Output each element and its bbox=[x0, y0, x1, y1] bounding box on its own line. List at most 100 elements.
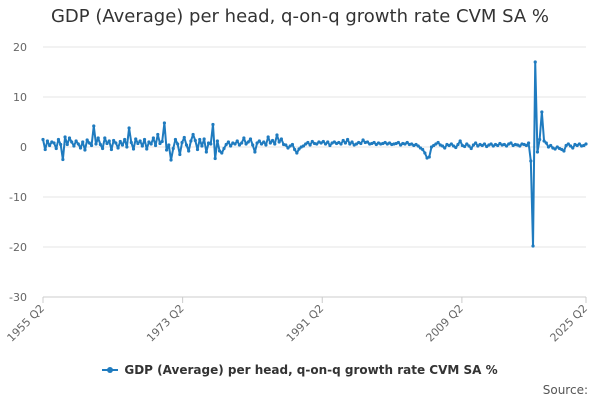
data-point[interactable] bbox=[101, 146, 105, 151]
legend[interactable]: GDP (Average) per head, q-on-q growth ra… bbox=[0, 363, 600, 377]
data-point[interactable] bbox=[89, 143, 94, 148]
data-point[interactable] bbox=[112, 138, 116, 143]
data-point[interactable] bbox=[262, 140, 266, 144]
data-point[interactable] bbox=[59, 142, 63, 147]
data-point[interactable] bbox=[533, 60, 537, 64]
data-point[interactable] bbox=[290, 142, 295, 147]
data-point[interactable] bbox=[237, 143, 242, 147]
data-point[interactable] bbox=[182, 135, 186, 140]
data-point[interactable] bbox=[136, 141, 140, 146]
data-point[interactable] bbox=[123, 137, 127, 142]
data-point[interactable] bbox=[98, 142, 102, 147]
data-point[interactable] bbox=[350, 140, 354, 144]
data-point[interactable] bbox=[361, 138, 365, 142]
data-point[interactable] bbox=[341, 138, 345, 143]
data-point[interactable] bbox=[436, 140, 440, 145]
data-point[interactable] bbox=[308, 143, 312, 147]
data-point[interactable] bbox=[321, 139, 325, 144]
data-point[interactable] bbox=[109, 147, 114, 152]
data-point[interactable] bbox=[257, 139, 261, 143]
data-point[interactable] bbox=[76, 142, 80, 146]
data-point[interactable] bbox=[275, 133, 279, 137]
data-point[interactable] bbox=[248, 137, 253, 141]
data-point[interactable] bbox=[469, 146, 473, 151]
data-point[interactable] bbox=[295, 151, 299, 155]
data-point[interactable] bbox=[268, 141, 272, 145]
data-point[interactable] bbox=[187, 149, 191, 153]
data-point[interactable] bbox=[553, 147, 557, 151]
data-point[interactable] bbox=[215, 139, 219, 143]
data-point[interactable] bbox=[165, 148, 169, 152]
data-point[interactable] bbox=[217, 149, 222, 153]
data-point[interactable] bbox=[421, 147, 425, 152]
data-point[interactable] bbox=[273, 142, 277, 146]
data-point[interactable] bbox=[193, 138, 197, 143]
data-point[interactable] bbox=[571, 146, 575, 150]
data-point[interactable] bbox=[125, 145, 129, 149]
data-point[interactable] bbox=[67, 136, 72, 140]
data-point[interactable] bbox=[255, 141, 259, 145]
data-point[interactable] bbox=[198, 137, 202, 142]
data-point[interactable] bbox=[359, 141, 363, 146]
data-point[interactable] bbox=[156, 132, 160, 137]
data-point[interactable] bbox=[149, 142, 153, 146]
data-point[interactable] bbox=[61, 157, 65, 162]
data-point[interactable] bbox=[171, 146, 175, 151]
data-point[interactable] bbox=[83, 148, 87, 152]
data-point[interactable] bbox=[129, 140, 133, 145]
data-point[interactable] bbox=[346, 137, 350, 142]
data-point[interactable] bbox=[527, 141, 531, 145]
data-point[interactable] bbox=[189, 139, 193, 143]
data-point[interactable] bbox=[134, 137, 138, 141]
data-point[interactable] bbox=[253, 150, 257, 154]
data-point[interactable] bbox=[489, 142, 493, 146]
data-point[interactable] bbox=[94, 142, 98, 146]
data-point[interactable] bbox=[416, 144, 420, 148]
data-point[interactable] bbox=[233, 142, 237, 146]
data-point[interactable] bbox=[301, 144, 306, 148]
data-point[interactable] bbox=[87, 141, 91, 145]
data-point[interactable] bbox=[240, 141, 244, 145]
data-point[interactable] bbox=[43, 147, 47, 152]
data-point[interactable] bbox=[544, 141, 548, 145]
data-point[interactable] bbox=[209, 142, 213, 146]
data-point[interactable] bbox=[540, 110, 544, 114]
data-point[interactable] bbox=[160, 139, 164, 144]
data-point[interactable] bbox=[266, 135, 270, 139]
data-point[interactable] bbox=[465, 142, 469, 146]
data-point[interactable] bbox=[92, 124, 96, 128]
data-point[interactable] bbox=[96, 136, 100, 140]
data-point[interactable] bbox=[162, 121, 166, 125]
data-point[interactable] bbox=[138, 139, 142, 143]
data-point[interactable] bbox=[454, 145, 458, 150]
data-point[interactable] bbox=[63, 135, 67, 139]
data-point[interactable] bbox=[145, 147, 149, 151]
data-point[interactable] bbox=[405, 140, 409, 145]
data-point[interactable] bbox=[120, 143, 125, 147]
data-point[interactable] bbox=[184, 143, 189, 147]
data-point[interactable] bbox=[105, 141, 109, 146]
data-point[interactable] bbox=[286, 146, 290, 150]
data-point[interactable] bbox=[518, 144, 522, 148]
data-point[interactable] bbox=[116, 146, 120, 150]
data-point[interactable] bbox=[310, 139, 314, 144]
data-point[interactable] bbox=[103, 136, 107, 140]
data-point[interactable] bbox=[509, 141, 513, 145]
data-point[interactable] bbox=[242, 136, 246, 140]
data-point[interactable] bbox=[118, 139, 122, 144]
data-point[interactable] bbox=[72, 144, 76, 148]
data-point[interactable] bbox=[81, 140, 85, 144]
data-point[interactable] bbox=[323, 142, 328, 146]
data-point[interactable] bbox=[70, 140, 74, 144]
data-point[interactable] bbox=[348, 142, 352, 146]
data-point[interactable] bbox=[538, 137, 542, 142]
data-point[interactable] bbox=[529, 159, 533, 163]
data-point[interactable] bbox=[458, 139, 462, 143]
data-point[interactable] bbox=[259, 142, 264, 146]
data-point[interactable] bbox=[524, 143, 529, 148]
data-point[interactable] bbox=[220, 151, 224, 155]
data-point[interactable] bbox=[251, 143, 255, 147]
data-point[interactable] bbox=[496, 143, 500, 148]
data-point[interactable] bbox=[244, 142, 248, 146]
data-point[interactable] bbox=[180, 140, 184, 145]
